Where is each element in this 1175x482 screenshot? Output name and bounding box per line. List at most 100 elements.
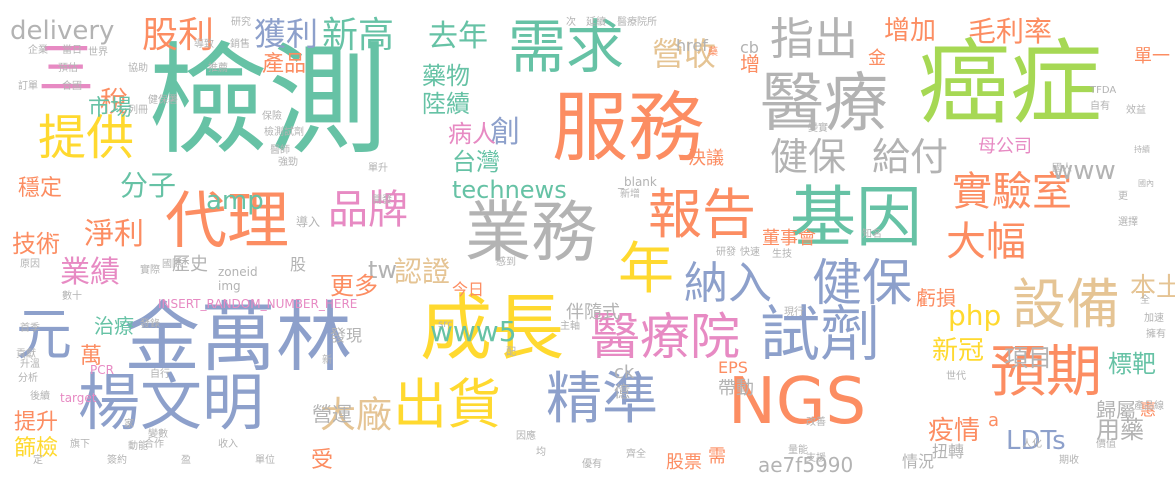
cloud-word: 成長 xyxy=(420,286,565,370)
cloud-word: NGS xyxy=(728,365,867,439)
cloud-word: 強勁 xyxy=(278,157,298,168)
cloud-word: 年 xyxy=(618,237,674,302)
cloud-word: 導致 xyxy=(194,39,214,50)
cloud-word: 獲利 xyxy=(254,15,319,53)
cloud-word: 預期 xyxy=(990,340,1102,405)
cloud-word: 期收 xyxy=(1059,455,1079,466)
cloud-word: 首季 xyxy=(20,323,40,334)
cloud-word: 母公司 xyxy=(978,136,1032,157)
cloud-word: 協助 xyxy=(128,63,148,74)
cloud-word: 楊文明 xyxy=(78,366,265,439)
cloud-word: 業務 xyxy=(465,194,597,271)
cloud-word: 業績 xyxy=(60,255,120,290)
cloud-word: 加速 xyxy=(1144,313,1164,324)
cloud-word: INSERT_RANDOM_NUMBER_HERE xyxy=(158,297,358,311)
cloud-word: 金萬林 xyxy=(124,293,352,382)
cloud-word: 開發 xyxy=(372,195,392,206)
cloud-word: _blank xyxy=(618,175,657,189)
cloud-word: 股 xyxy=(290,255,307,274)
cloud-word: 知名 xyxy=(862,229,882,240)
cloud-word: 訂單 xyxy=(18,81,38,92)
cloud-word: 標靶 xyxy=(1108,350,1156,378)
cloud-word: 本土 xyxy=(1130,273,1175,303)
cloud-word: 原因 xyxy=(20,259,40,270)
cloud-word: 董事會 xyxy=(762,228,816,249)
cloud-word: 優有 xyxy=(582,459,602,470)
cloud-word: 治療 xyxy=(94,314,134,338)
cloud-word: 情況 xyxy=(902,452,935,471)
cloud-word: 動能 xyxy=(128,441,148,452)
cloud-word: EPS xyxy=(718,358,748,377)
cloud-word: 後續 xyxy=(30,391,50,402)
cloud-word: 單一 xyxy=(1134,46,1170,67)
cloud-word: tw xyxy=(368,256,398,284)
cloud-word: LDTs xyxy=(1006,426,1066,456)
cloud-word: 藥物 xyxy=(422,62,470,90)
cloud-word: 更多 xyxy=(330,272,378,300)
cloud-word: 變實 xyxy=(808,123,828,134)
cloud-word: 推薦 xyxy=(208,63,228,74)
cloud-word: 變數 xyxy=(148,429,168,440)
cloud-word: 指出 xyxy=(770,14,858,65)
cloud-word: target xyxy=(60,391,97,405)
cloud-word: 元 xyxy=(16,303,72,368)
cloud-word: 股利 xyxy=(142,15,215,56)
cloud-word: 選擇 xyxy=(1118,217,1138,228)
cloud-word: 新 xyxy=(322,355,332,366)
cloud-word: 單升 xyxy=(368,163,388,174)
cloud-word: 全 xyxy=(1140,295,1150,306)
cloud-word: 癌症 xyxy=(918,30,1103,137)
cloud-word: 量能 xyxy=(788,445,808,456)
cloud-word: 產品線 xyxy=(1134,401,1164,412)
cloud-word: 扭轉 xyxy=(932,442,965,461)
cloud-word: amp xyxy=(206,186,264,216)
cloud-word: 精準 xyxy=(546,367,658,432)
cloud-word: 現行 xyxy=(784,307,804,318)
cloud-word: 台灣 xyxy=(452,148,500,176)
cloud-word: 營運 xyxy=(312,402,352,426)
cloud-word: 疫情 xyxy=(928,416,981,446)
cloud-word: 提供 xyxy=(38,110,135,166)
cloud-word: 次 xyxy=(566,17,576,28)
cloud-word: 篩檢 xyxy=(14,436,59,461)
cloud-word: 提升 xyxy=(14,410,59,435)
cloud-word: 合國 xyxy=(62,81,82,92)
cloud-word: 市場 xyxy=(88,96,133,121)
cloud-word: 增加 xyxy=(884,16,937,46)
cloud-word: src xyxy=(438,319,453,330)
cloud-word: 伴隨式 xyxy=(566,302,620,323)
cloud-word: 家 xyxy=(124,419,134,430)
cloud-word: delivery xyxy=(10,16,115,46)
cloud-word: 納入 xyxy=(684,258,772,309)
cloud-word: 企業 xyxy=(28,45,48,56)
cloud-word: 技術 xyxy=(12,230,60,258)
cloud-word: 新增 xyxy=(620,189,640,200)
cloud-word: 陸續 xyxy=(422,90,470,118)
cloud-word: 檢測 xyxy=(148,32,388,171)
cloud-word: 研發 xyxy=(716,247,736,258)
cloud-word: 試劑 xyxy=(760,300,880,370)
cloud-word: 出貨 xyxy=(393,373,501,436)
cloud-word: 歷史 xyxy=(172,254,208,275)
cloud-word: a xyxy=(988,410,1000,431)
cloud-word: 設備 xyxy=(1012,273,1120,336)
cloud-word: php xyxy=(948,299,1002,332)
cloud-word: href xyxy=(676,36,708,55)
cloud-word: 簽約 xyxy=(107,455,127,466)
cloud-word: 分析 xyxy=(18,373,38,384)
cloud-word: 代理 xyxy=(165,184,290,257)
cloud-word: 升溫 xyxy=(20,359,40,370)
cloud-word: 項目 xyxy=(1004,344,1052,372)
cloud-word: 藥 xyxy=(708,47,718,58)
cloud-word: 齊全 xyxy=(626,449,646,460)
cloud-word: 持續 xyxy=(1134,145,1150,154)
cloud-word: 實際 xyxy=(140,265,160,276)
cloud-word: 受 xyxy=(311,448,334,473)
cloud-word: zoneid xyxy=(218,265,258,279)
cloud-word: 國際 xyxy=(162,259,182,270)
cloud-word: www5 xyxy=(430,315,517,348)
cloud-word: 自行 xyxy=(150,369,170,380)
cloud-word: 品牌 xyxy=(328,187,408,233)
cloud-word: 稅 xyxy=(100,85,129,118)
